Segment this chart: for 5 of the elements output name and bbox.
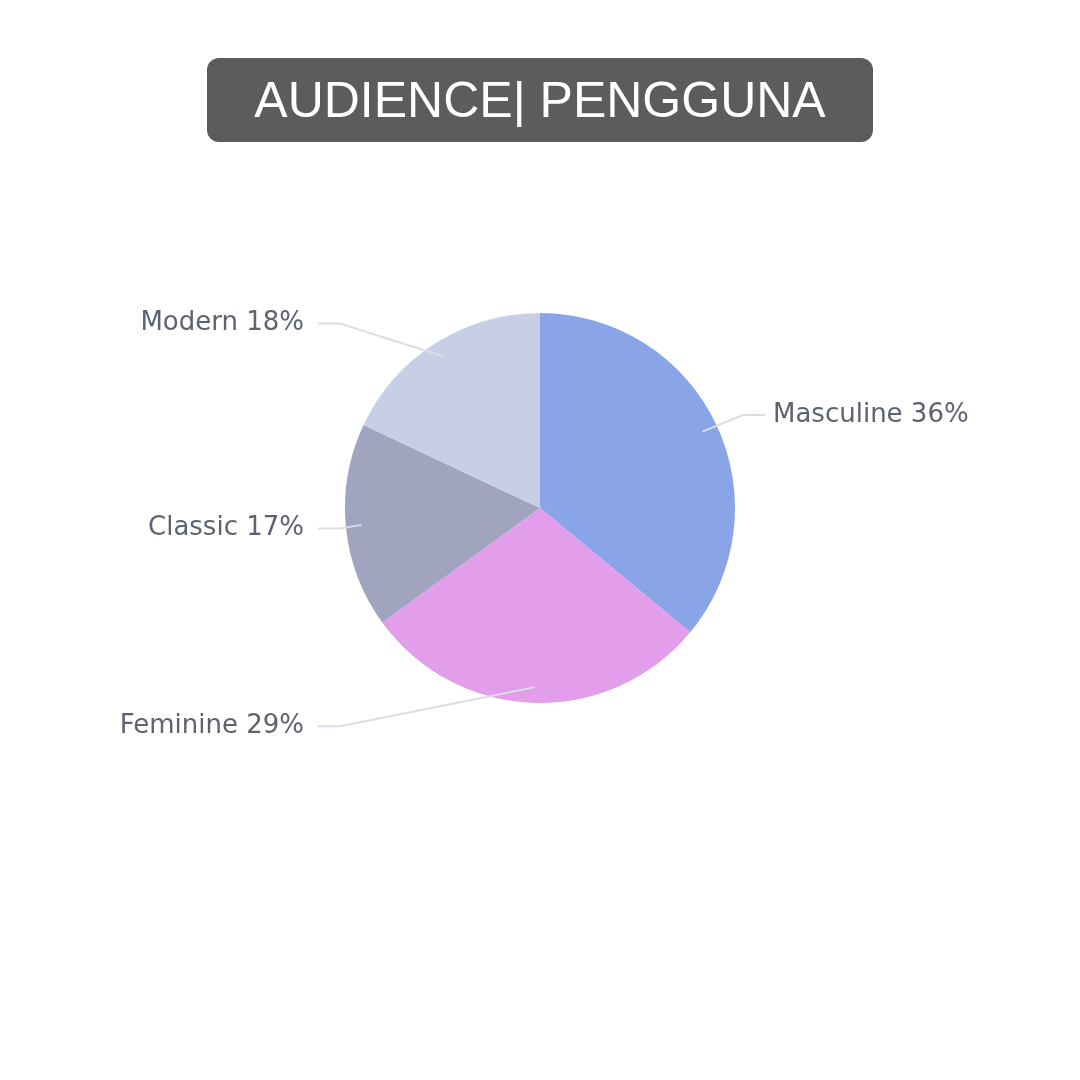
slice-label: Feminine 29% <box>119 709 304 740</box>
slice-label: Classic 17% <box>148 511 304 542</box>
chart-title: AUDIENCE| PENGGUNA <box>207 58 873 142</box>
slice-label: Masculine 36% <box>773 397 969 428</box>
slice-label: Modern 18% <box>140 306 304 337</box>
